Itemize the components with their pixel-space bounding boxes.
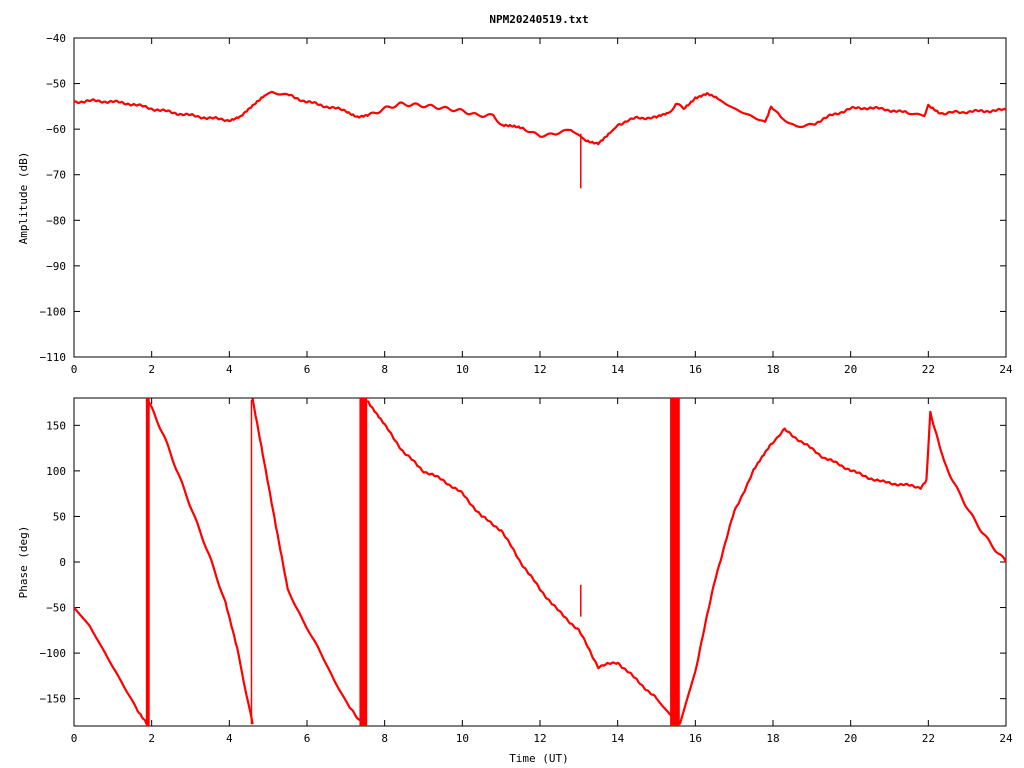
amplitude-ticks: 0 2 4 6 8 10 12 14 16 18 20 22 24−40−50−60−70−80−90−… xyxy=(40,32,1013,376)
amplitude-ytick-label: −60 xyxy=(46,123,66,136)
amplitude-ytick-label: −80 xyxy=(46,214,66,227)
phase-wrap-band xyxy=(670,398,680,726)
phase-trace-line xyxy=(678,427,928,725)
amplitude-trace-line xyxy=(73,90,1007,146)
phase-ticks: 0 2 4 6 8 10 12 14 16 18 20 22 24150100500−50−100−15… xyxy=(40,398,1013,745)
phase-trace-line xyxy=(251,398,365,726)
phase-xtick-label: 10 xyxy=(456,732,469,745)
phase-xtick-label: 18 xyxy=(766,732,779,745)
amplitude-xtick-label: 8 xyxy=(381,363,388,376)
phase-xtick-label: 16 xyxy=(689,732,702,745)
phase-trace-line xyxy=(73,606,149,726)
amplitude-xtick-label: 22 xyxy=(922,363,935,376)
phase-xtick-label: 6 xyxy=(304,732,311,745)
amplitude-panel: 0 2 4 6 8 10 12 14 16 18 20 22 24−40−50−60−70−80−90−… xyxy=(17,32,1013,376)
chart-title: NPM20240519.txt xyxy=(489,13,588,26)
amplitude-xtick-label: 20 xyxy=(844,363,857,376)
phase-xtick-label: 14 xyxy=(611,732,625,745)
phase-xtick-label: 22 xyxy=(922,732,935,745)
phase-xtick-label: 0 xyxy=(71,732,78,745)
amplitude-ylabel: Amplitude (dB) xyxy=(17,152,30,245)
phase-wrap-band xyxy=(145,398,150,726)
amplitude-xtick-label: 14 xyxy=(611,363,625,376)
amplitude-xtick-label: 24 xyxy=(999,363,1013,376)
phase-ytick-label: 150 xyxy=(46,419,66,432)
phase-xtick-label: 2 xyxy=(148,732,155,745)
phase-ytick-label: 50 xyxy=(53,510,66,523)
amplitude-plot-frame xyxy=(73,37,1007,358)
amplitude-xtick-label: 0 xyxy=(71,363,78,376)
amplitude-ytick-label: −100 xyxy=(40,305,67,318)
phase-ytick-label: 100 xyxy=(46,465,66,478)
amplitude-ytick-label: −40 xyxy=(46,32,66,45)
phase-ytick-label: −150 xyxy=(40,693,67,706)
amplitude-xtick-label: 10 xyxy=(456,363,469,376)
phase-xtick-label: 20 xyxy=(844,732,857,745)
phase-ytick-label: −100 xyxy=(40,647,67,660)
amplitude-xtick-label: 4 xyxy=(226,363,233,376)
phase-ytick-label: −50 xyxy=(46,602,66,615)
amplitude-xtick-label: 16 xyxy=(689,363,702,376)
phase-xtick-label: 4 xyxy=(226,732,233,745)
phase-trace-line xyxy=(925,410,1007,563)
amplitude-xtick-label: 6 xyxy=(304,363,311,376)
amplitude-ytick-label: −70 xyxy=(46,169,66,182)
phase-xtick-label: 12 xyxy=(533,732,546,745)
phase-panel: 0 2 4 6 8 10 12 14 16 18 20 22 24150100500−50−100−15… xyxy=(17,397,1013,765)
amplitude-ytick-label: −50 xyxy=(46,78,66,91)
time-xlabel: Time (UT) xyxy=(509,752,569,765)
phase-wrap-band xyxy=(359,398,368,726)
phase-xtick-label: 24 xyxy=(999,732,1013,745)
phase-xtick-label: 8 xyxy=(381,732,388,745)
amplitude-ytick-label: −90 xyxy=(46,260,66,273)
amplitude-ytick-label: −110 xyxy=(40,351,67,364)
phase-trace-line xyxy=(146,399,254,725)
phase-trace-line xyxy=(366,399,673,718)
phase-ytick-label: 0 xyxy=(59,556,66,569)
phase-ylabel: Phase (deg) xyxy=(17,526,30,599)
amplitude-trace xyxy=(73,90,1007,189)
phase-trace xyxy=(73,398,1007,726)
amplitude-xtick-label: 18 xyxy=(766,363,779,376)
amplitude-xtick-label: 12 xyxy=(533,363,546,376)
amplitude-xtick-label: 2 xyxy=(148,363,155,376)
phase-plot-frame xyxy=(73,397,1007,727)
